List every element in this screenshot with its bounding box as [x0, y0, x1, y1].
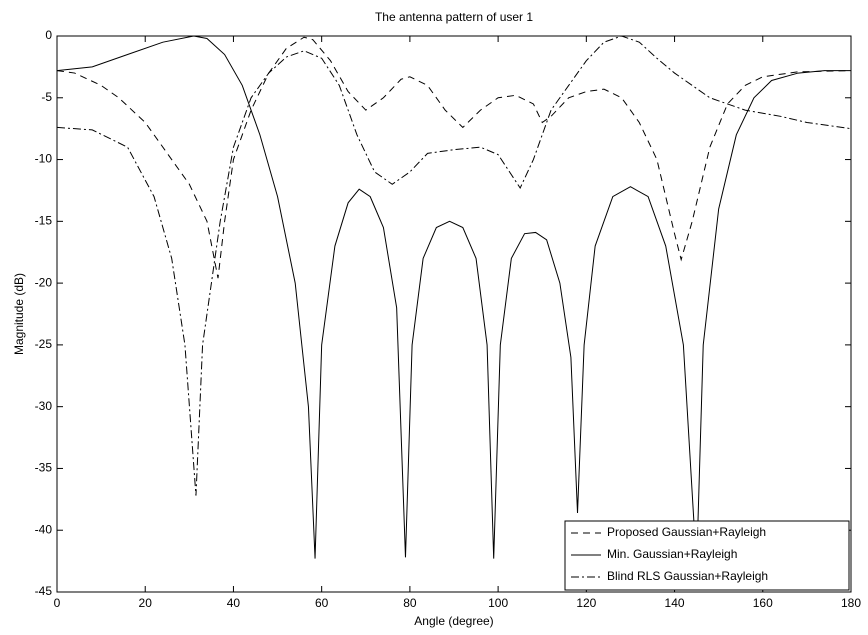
plot-frame [56, 35, 852, 593]
x-tick-label: 140 [665, 596, 685, 610]
series-line [56, 35, 851, 568]
y-tick-label: 0 [45, 28, 52, 42]
y-tick-label: -45 [35, 584, 53, 598]
y-tick-label: -25 [35, 337, 53, 351]
x-tick-label: 40 [227, 596, 241, 610]
legend-box [564, 520, 850, 591]
x-tick-label: 80 [403, 596, 417, 610]
x-tick-label: 160 [753, 596, 773, 610]
chart-title: The antenna pattern of user 1 [375, 10, 533, 24]
series-line [56, 35, 852, 496]
x-tick-label: 0 [54, 596, 61, 610]
y-tick-label: -40 [35, 522, 53, 536]
y-tick-label: -20 [35, 275, 53, 289]
x-tick-label: 60 [315, 596, 329, 610]
y-tick-label: -35 [35, 461, 53, 475]
y-tick-label: -10 [35, 152, 53, 166]
series-line [56, 36, 852, 279]
y-axis-label: Magnitude (dB) [12, 273, 26, 355]
legend-label: Min. Gaussian+Rayleigh [607, 547, 737, 561]
legend-label: Proposed Gaussian+Rayleigh [607, 525, 766, 539]
y-tick-label: -5 [41, 90, 52, 104]
x-axis-label: Angle (degree) [414, 614, 493, 628]
x-tick-label: 20 [139, 596, 153, 610]
y-tick-label: -30 [35, 399, 53, 413]
x-tick-label: 120 [576, 596, 596, 610]
x-tick-label: 180 [841, 596, 861, 610]
y-tick-label: -15 [35, 214, 53, 228]
x-tick-label: 100 [488, 596, 508, 610]
legend-label: Blind RLS Gaussian+Rayleigh [607, 569, 768, 583]
